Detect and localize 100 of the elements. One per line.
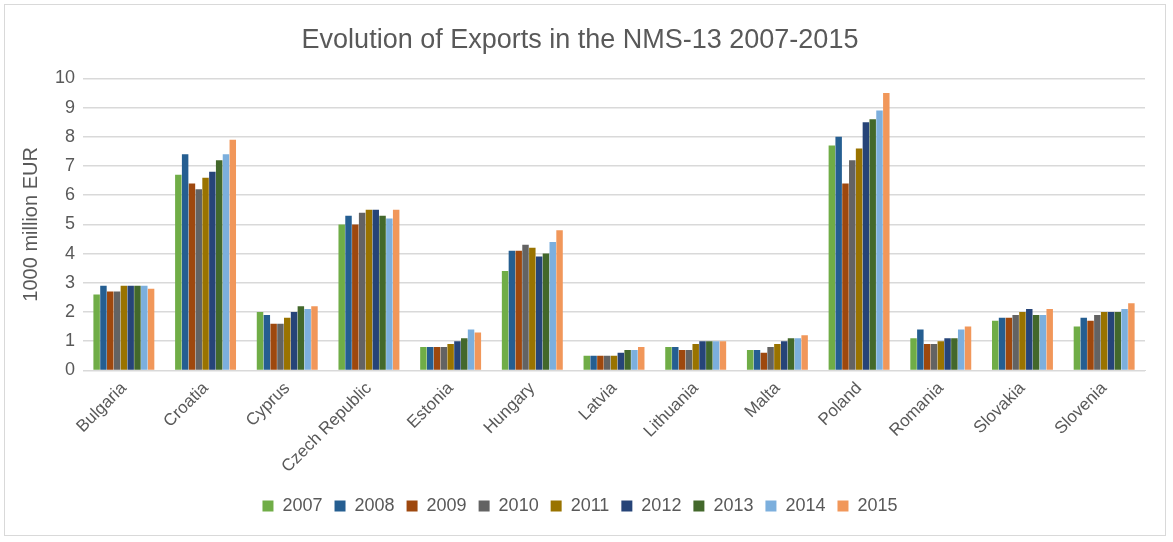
bar [134,285,141,370]
bar [522,244,529,370]
bar [937,341,945,370]
bar [930,344,938,370]
bar [998,317,1006,370]
y-tick-label: 6 [65,184,76,205]
bar [447,344,454,370]
bar [529,247,536,370]
bar [706,341,713,370]
bar [93,294,100,370]
bar [1026,309,1033,370]
bar [617,352,625,370]
bar [147,288,155,370]
bar [426,347,434,370]
y-tick-label: 8 [65,125,76,146]
chart-title: Evolution of Exports in the NMS-13 2007-2015 [301,23,859,54]
bar [583,355,591,370]
y-tick-label: 1 [65,330,76,351]
bar [638,347,645,370]
bar [801,335,808,370]
bar [542,253,550,370]
bar [699,341,706,370]
y-tick-label: 4 [65,242,76,263]
bar [229,139,237,370]
bar [352,224,359,370]
bar [365,209,373,370]
bar [379,215,386,370]
bar [188,183,196,370]
bar [603,355,611,370]
bar [944,338,951,370]
y-tick-label: 2 [65,300,76,321]
bar [712,341,720,370]
legend-label: 2007 [282,494,323,515]
bar [120,285,128,370]
bar [794,338,802,370]
bar [1080,317,1087,370]
bar [113,291,121,370]
bar [842,183,849,370]
bar [1012,314,1019,370]
bar [270,323,277,370]
bar [311,306,318,370]
bar [515,250,522,370]
y-axis-title: 1000 million EUR [18,147,41,302]
bar [549,241,556,370]
bar [277,323,284,370]
bar [876,110,883,370]
legend-label: 2015 [857,494,898,515]
bar [358,212,366,370]
bar [862,122,870,370]
bar [672,347,679,370]
bar [1094,314,1101,370]
bar [678,349,686,370]
legend-label: 2008 [354,494,395,515]
bar [556,230,563,370]
y-tick-label: 9 [65,96,76,117]
bar [100,285,107,370]
bar [461,338,468,370]
bar [256,311,264,370]
bar [883,93,890,370]
bar [964,326,972,370]
bar [433,347,441,370]
bar [910,338,917,370]
bar [386,218,393,370]
bar [141,285,148,370]
legend-label: 2014 [785,494,826,515]
bar [624,349,631,370]
bar [1100,311,1108,370]
bar [1121,309,1128,370]
bar [1128,303,1135,370]
bar [685,349,693,370]
bar [753,349,761,370]
y-tick-label: 7 [65,154,76,175]
bar [195,189,202,370]
bar [849,160,856,370]
bar [610,355,618,370]
bar [467,329,475,370]
legend-label: 2013 [713,494,754,515]
bar [222,154,230,370]
bar [338,224,345,370]
bar [304,309,311,370]
bar [474,332,482,370]
bar [284,317,291,370]
bar [767,347,774,370]
bar [1039,314,1047,370]
legend-label: 2012 [641,494,682,515]
bar [127,285,134,370]
bar [175,174,182,370]
bar [392,209,400,370]
bar [869,119,876,370]
bar [835,136,842,370]
bar [181,154,189,370]
bar [923,344,931,370]
bar [780,341,788,370]
bar [1019,311,1026,370]
bar [215,160,223,370]
bar [787,338,795,370]
y-tick-label: 0 [65,359,76,380]
bar [1046,309,1053,370]
bar [297,306,305,370]
bar [501,271,509,370]
